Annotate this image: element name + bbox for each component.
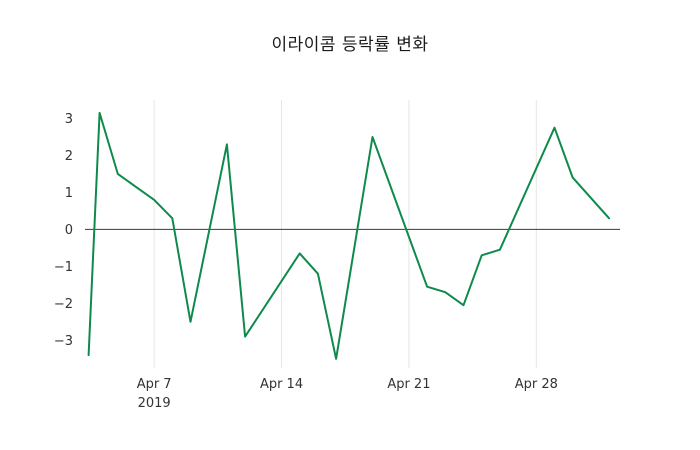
x-tick-label: Apr 21 [387,377,430,392]
y-tick-label: 2 [65,149,73,164]
y-tick-label: −3 [54,334,73,349]
y-tick-label: −1 [54,260,73,275]
x-tick-label: Apr 28 [515,377,558,392]
y-tick-label: −2 [54,297,73,312]
y-tick-label: 3 [65,112,73,127]
chart-title: 이라이콤 등락률 변화 [271,35,429,55]
series-line [87,111,611,360]
y-tick-label: 1 [65,186,73,201]
x-tick-label: Apr 7 [137,377,172,392]
x-tick-label: Apr 14 [260,377,303,392]
x-tick-sublabel: 2019 [138,396,171,411]
y-tick-label: 0 [65,223,73,238]
